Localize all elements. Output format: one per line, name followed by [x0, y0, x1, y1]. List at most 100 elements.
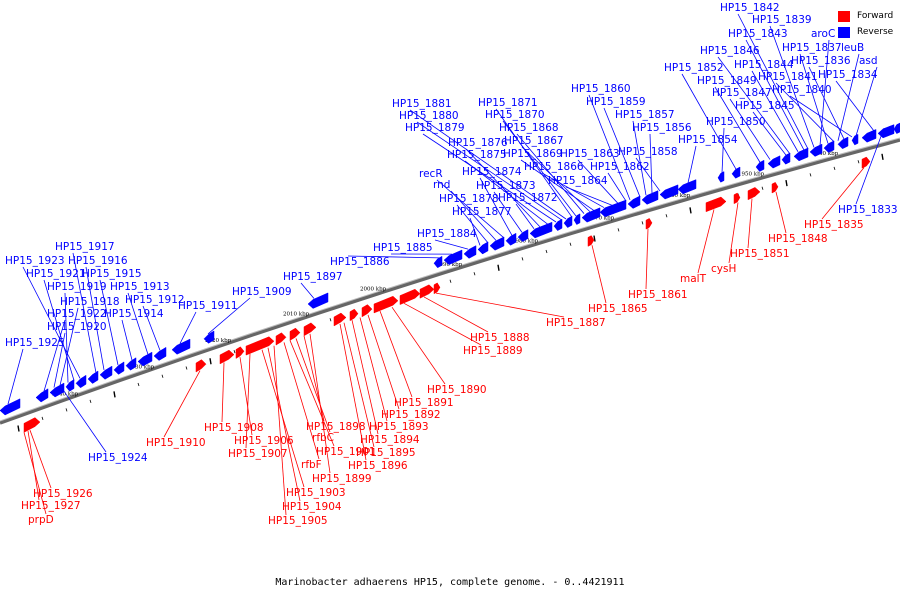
reverse-gene-label: HP15_1923 — [5, 255, 65, 267]
reverse-gene-arrow — [463, 245, 477, 259]
scale-tick-label: 2010 kbp — [283, 312, 310, 318]
leader-line — [23, 432, 47, 515]
reverse-gene-arrow — [477, 241, 489, 255]
reverse-gene-label: HP15_1909 — [232, 286, 292, 298]
scale-tick-mark — [689, 207, 692, 214]
reverse-gene-label: HP15_1837 — [782, 42, 842, 54]
reverse-gene-arrow — [35, 388, 49, 403]
leader-line — [808, 66, 845, 140]
leader-line — [423, 296, 489, 333]
reverse-gene-arrow — [307, 292, 329, 309]
leader-line — [520, 159, 595, 211]
leader-line — [728, 202, 739, 264]
forward-gene-label: HP15_1903 — [286, 487, 346, 499]
forward-gene-label: prpD — [28, 514, 54, 526]
reverse-gene-label: HP15_1858 — [618, 146, 678, 158]
reverse-gene-label: HP15_1919 — [47, 281, 107, 293]
forward-gene-label: HP15_1907 — [228, 448, 288, 460]
reverse-gene-arrow — [529, 221, 553, 239]
leader-line — [752, 111, 787, 156]
leader-line — [391, 306, 446, 385]
scale-tick-mark — [65, 408, 68, 412]
reverse-gene-label: HP15_1912 — [125, 294, 185, 306]
leader-line — [309, 333, 331, 474]
forward-gene-label: HP15_1891 — [394, 397, 454, 409]
reverse-gene-label: HP15_1885 — [373, 242, 433, 254]
reverse-gene-label: HP15_1874 — [462, 166, 522, 178]
scale-tick-mark — [761, 186, 764, 190]
leader-line — [515, 203, 535, 229]
forward-gene-label: HP15_1865 — [588, 303, 648, 315]
reverse-gene-label: HP15_1872 — [498, 192, 558, 204]
leader-line — [29, 430, 52, 489]
forward-gene-label: HP15_1861 — [628, 289, 688, 301]
scale-tick-mark — [113, 391, 116, 398]
scale-tick-mark — [233, 350, 236, 354]
scale-tick-mark — [89, 399, 92, 403]
leader-line — [855, 128, 885, 205]
reverse-gene-arrow — [851, 133, 859, 146]
forward-gene-label: HP15_1901 — [316, 446, 376, 458]
forward-gene-label: HP15_1887 — [546, 317, 606, 329]
forward-gene-label: HP15_1889 — [463, 345, 523, 357]
leader-line — [769, 25, 815, 148]
leader-line — [775, 191, 787, 234]
leader-line — [521, 146, 591, 213]
forward-gene-label: HP15_1896 — [348, 460, 408, 472]
reverse-gene-arrow — [731, 166, 741, 179]
leader-line — [502, 120, 577, 217]
leader-line — [367, 314, 400, 410]
reverse-gene-label: HP15_1879 — [405, 122, 465, 134]
leader-line — [72, 252, 97, 373]
leader-line — [729, 98, 771, 160]
leader-line — [422, 133, 557, 223]
scale-tick-mark — [569, 242, 572, 246]
scale-tick-mark — [329, 318, 332, 322]
reverse-gene-label: asd — [859, 55, 878, 67]
forward-gene-arrow — [747, 187, 761, 201]
reverse-gene-label: HP15_1880 — [399, 110, 459, 122]
forward-gene-label: HP15_1898 — [306, 421, 366, 433]
reverse-gene-label: HP15_1876 — [448, 137, 508, 149]
leader-line — [745, 39, 805, 151]
forward-gene-label: HP15_1888 — [470, 332, 530, 344]
leader-line — [379, 310, 413, 398]
reverse-gene-label: HP15_1863 — [560, 148, 620, 160]
reverse-gene-label: HP15_1924 — [88, 452, 148, 464]
forward-gene-arrow — [771, 181, 779, 194]
leader-line — [635, 157, 661, 192]
leader-line — [221, 362, 225, 423]
reverse-gene-label: HP15_1884 — [417, 228, 477, 240]
leader-line — [207, 297, 251, 335]
reverse-gene-label: HP15_1859 — [586, 96, 646, 108]
leader-line — [267, 347, 301, 502]
reverse-gene-arrow — [75, 374, 87, 389]
leader-line — [403, 302, 482, 346]
reverse-gene-arrow — [0, 398, 21, 416]
leader-line — [64, 292, 69, 383]
reverse-gene-label: HP15_1870 — [485, 109, 545, 121]
reverse-gene-label: HP15_1856 — [632, 122, 692, 134]
reverse-gene-arrow — [767, 155, 781, 169]
leader-line — [347, 255, 441, 259]
scale-tick-mark — [497, 264, 500, 271]
reverse-gene-label: HP15_1833 — [838, 204, 898, 216]
reverse-gene-label: HP15_1854 — [678, 134, 738, 146]
leader-line — [799, 53, 829, 144]
reverse-gene-arrow — [87, 370, 99, 384]
reverse-gene-arrow — [563, 215, 573, 228]
forward-gene-arrow — [645, 218, 653, 230]
reverse-gene-arrow — [65, 379, 75, 392]
reverse-gene-arrow — [781, 152, 791, 165]
scale-tick-label: 1980 kbp — [512, 238, 539, 244]
forward-gene-arrow — [433, 282, 441, 295]
reverse-gene-label: HP15_1836 — [791, 55, 851, 67]
reverse-gene-arrow — [171, 338, 191, 355]
scale-tick-label: 2020 kbp — [205, 338, 232, 344]
forward-gene-label: HP15_1926 — [33, 488, 93, 500]
reverse-gene-label: HP15_1839 — [752, 14, 812, 26]
forward-gene-label: HP15_1906 — [234, 435, 294, 447]
forward-gene-label: HP15_1893 — [369, 421, 429, 433]
scale-tick-mark — [41, 416, 44, 421]
forward-gene-arrow — [289, 327, 301, 341]
